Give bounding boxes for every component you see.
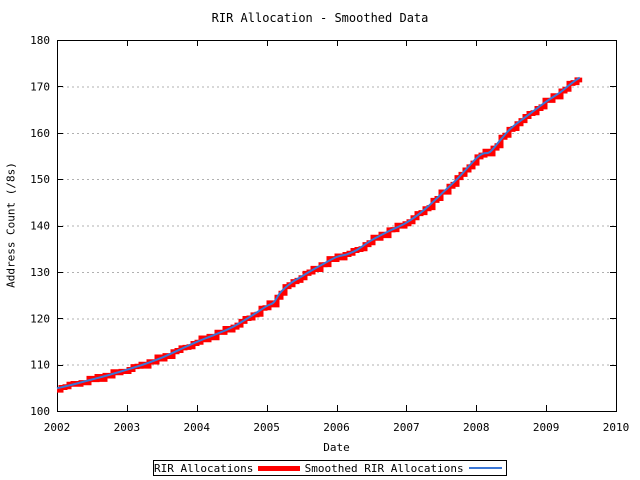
- legend-label-smoothed-rir-allocations: Smoothed RIR Allocations: [304, 461, 464, 475]
- series-smoothed-rir-allocations: [56, 76, 581, 390]
- legend-box: RIR Allocations Smoothed RIR Allocations: [153, 460, 507, 476]
- y-tick-label: 110: [30, 359, 50, 372]
- x-tick-label: 2008: [463, 421, 490, 434]
- y-tick-label: 150: [30, 173, 50, 186]
- x-tick-label: 2007: [393, 421, 420, 434]
- x-tick-label: 2003: [114, 421, 141, 434]
- x-axis-label: Date: [323, 441, 350, 454]
- y-tick-label: 180: [30, 34, 50, 47]
- x-tick-label: 2010: [603, 421, 630, 434]
- y-axis-label: Address Count (/8s): [4, 162, 18, 288]
- x-tick-label: 2002: [44, 421, 71, 434]
- y-tick-label: 170: [30, 80, 50, 93]
- y-tick-label: 130: [30, 266, 50, 279]
- chart-title: RIR Allocation - Smoothed Data: [211, 11, 429, 25]
- x-tick-label: 2006: [323, 421, 350, 434]
- x-tick-label: 2005: [253, 421, 280, 434]
- x-tick-label: 2004: [184, 421, 211, 434]
- legend-line-sample-smoothed-rir-allocations: [468, 467, 502, 469]
- y-tick-label: 100: [30, 405, 50, 418]
- legend-line-sample-rir-allocations: [258, 465, 300, 471]
- y-tick-label: 120: [30, 312, 50, 325]
- y-tick-label: 140: [30, 220, 50, 233]
- series-rir-allocations: [57, 77, 583, 393]
- y-tick-label: 160: [30, 127, 50, 140]
- x-tick-label: 2009: [533, 421, 560, 434]
- legend-label-rir-allocations: RIR Allocations: [154, 461, 254, 475]
